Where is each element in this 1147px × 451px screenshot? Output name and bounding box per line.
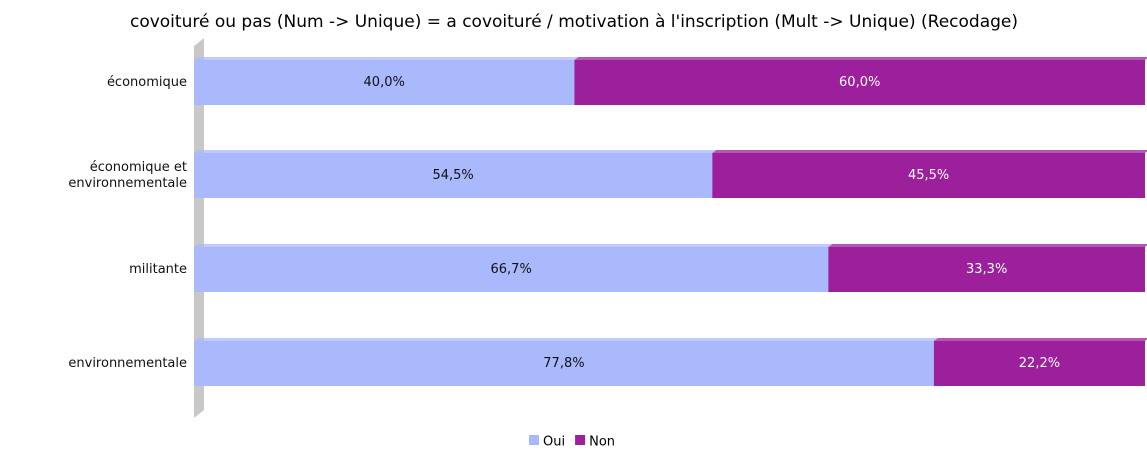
value-label: 60,0% (839, 75, 880, 90)
legend-label: Non (589, 435, 615, 450)
value-label: 66,7% (491, 262, 532, 277)
bar (712, 153, 1145, 198)
legend-label: Oui (543, 435, 565, 450)
value-label: 77,8% (543, 356, 584, 371)
bar (933, 341, 1145, 386)
legend-swatch (575, 435, 586, 445)
bar-top (933, 338, 1147, 341)
category-label: militante (129, 261, 187, 277)
category-label: économique (106, 74, 187, 90)
bar-top (574, 57, 1147, 60)
value-label: 45,5% (908, 168, 949, 183)
bar (194, 153, 713, 198)
bar-top (194, 57, 579, 60)
bar (194, 60, 575, 105)
value-label: 22,2% (1019, 356, 1060, 371)
bar (194, 247, 829, 292)
bar-top (194, 244, 833, 247)
bar-top (828, 244, 1147, 247)
value-label: 33,3% (966, 262, 1007, 277)
bar-top (194, 338, 938, 341)
bar (828, 247, 1145, 292)
bar-top (712, 150, 1147, 153)
legend-swatch (529, 435, 539, 445)
axis-wall (194, 38, 204, 418)
value-label: 54,5% (432, 168, 473, 183)
category-label: environnementale (68, 355, 187, 371)
bar (194, 341, 934, 386)
bar (574, 60, 1145, 105)
value-label: 40,0% (364, 75, 405, 90)
category-label: économique et environnementale (68, 159, 187, 191)
chart-title: covoituré ou pas (Num -> Unique) = a cov… (130, 12, 1018, 32)
bar-top (194, 150, 717, 153)
